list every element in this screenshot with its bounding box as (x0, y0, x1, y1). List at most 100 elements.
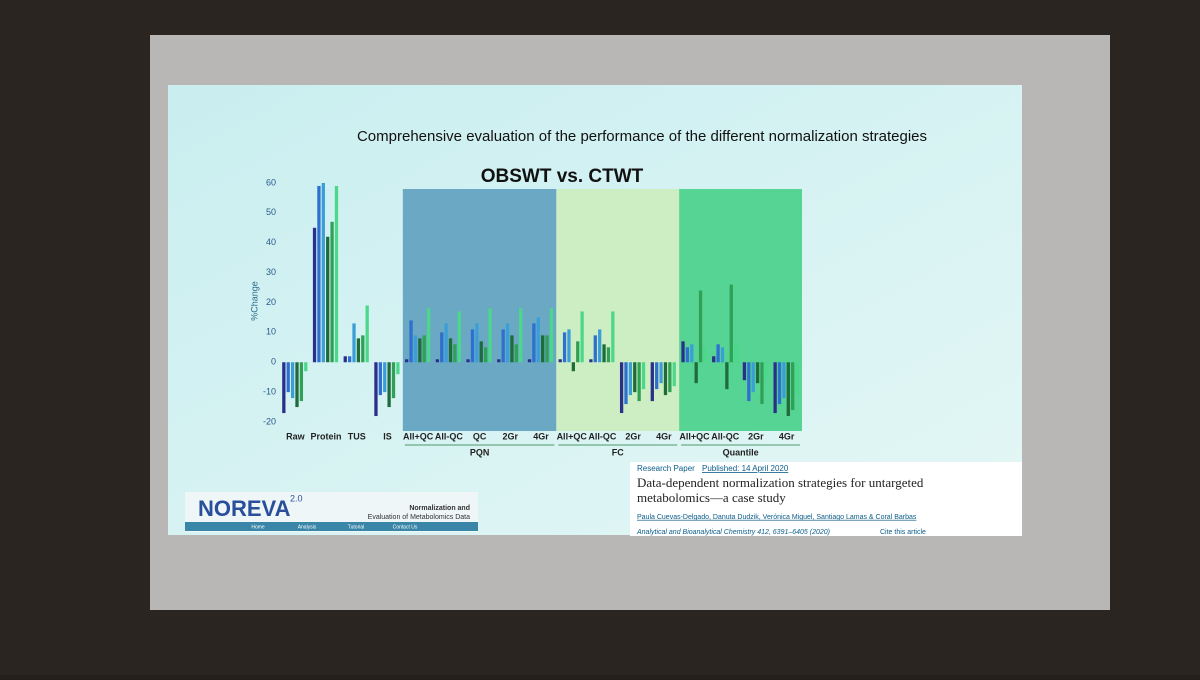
paper-card: Research Paper Published: 14 April 2020 … (630, 462, 1022, 536)
bar (734, 344, 738, 363)
bar (795, 362, 799, 396)
slide-title: Comprehensive evaluation of the performa… (357, 128, 927, 145)
bar (466, 359, 470, 363)
group-panel (556, 189, 680, 431)
bar (330, 221, 334, 363)
group-label: Quantile (723, 447, 759, 457)
bar (641, 362, 646, 390)
bar (782, 362, 786, 399)
x-tick-label: Protein (311, 431, 342, 441)
x-tick-label: TUS (348, 431, 366, 441)
bar (326, 236, 330, 363)
bar (716, 344, 720, 363)
bar (633, 362, 637, 393)
bar (786, 362, 790, 417)
x-tick-label: QC (473, 431, 487, 441)
bar (589, 359, 593, 363)
bar (440, 332, 444, 363)
y-tick-label: -10 (263, 387, 276, 397)
bar (650, 362, 654, 402)
y-tick-label: 10 (266, 327, 276, 337)
bar (488, 308, 492, 363)
bar (334, 185, 339, 363)
logo-name: NOREVA (198, 496, 291, 521)
bar (312, 227, 317, 363)
bar (383, 362, 387, 393)
bar (777, 362, 782, 405)
bar (562, 332, 567, 363)
bar (760, 362, 764, 405)
bar (387, 362, 391, 408)
nav-item: Analysis (298, 524, 317, 530)
bar (611, 311, 615, 363)
bar (598, 329, 602, 363)
bar (619, 362, 624, 414)
bar (681, 341, 685, 363)
bar (321, 182, 325, 363)
bar (576, 341, 580, 363)
group-label: PQN (470, 447, 490, 457)
logo-line1: Normalization and (409, 505, 470, 512)
bar (418, 338, 422, 363)
bar (295, 362, 299, 408)
bar (668, 362, 672, 393)
y-axis-label: %Change (249, 281, 259, 321)
paper-date: Published: 14 April 2020 (702, 464, 789, 473)
bar (519, 308, 523, 363)
bar (352, 323, 356, 363)
y-tick-label: -20 (263, 416, 276, 426)
group-panel (402, 189, 557, 431)
bar (444, 323, 448, 363)
y-tick-label: 60 (266, 177, 276, 187)
bar (751, 362, 755, 393)
bar (514, 344, 518, 363)
bar (475, 323, 479, 363)
bar (479, 341, 483, 363)
bar (405, 359, 409, 363)
y-tick-label: 20 (266, 297, 276, 307)
x-tick-label: IS (383, 431, 392, 441)
bar (391, 362, 396, 399)
nav-item: Tutorial (348, 524, 365, 530)
y-tick-label: 50 (266, 207, 276, 217)
paper-kind: Research Paper (637, 464, 695, 473)
bar (536, 317, 540, 363)
bar (571, 362, 575, 372)
bar (378, 362, 382, 396)
bar (374, 362, 378, 417)
x-tick-label: 2Gr (503, 431, 519, 441)
bar (742, 362, 747, 381)
bar (457, 311, 461, 363)
bar (343, 356, 347, 363)
bar (791, 362, 795, 411)
x-tick-label: All+QC (557, 431, 588, 441)
bar (356, 338, 361, 363)
bar (545, 335, 549, 363)
bar (527, 359, 532, 363)
logo: NOREVA 2.0 Normalization and Evaluation … (185, 492, 478, 532)
bar (453, 344, 457, 363)
paper-cite: Cite this article (880, 529, 926, 536)
bar (483, 347, 488, 363)
bar (365, 305, 369, 363)
bar (501, 329, 505, 363)
bar (659, 362, 663, 384)
paper-bg (630, 462, 1022, 536)
bar (712, 356, 716, 363)
bar (567, 329, 571, 363)
bar (435, 359, 440, 363)
bar (624, 362, 628, 405)
bar (426, 308, 431, 363)
bar (593, 335, 597, 363)
chart-title: OBSWT vs. CTWT (481, 166, 644, 187)
paper-authors: Paula Cuevas-Delgado, Danuta Dudzik, Ver… (637, 514, 917, 521)
bar (773, 362, 777, 414)
nav-item: Home (251, 524, 265, 530)
bar (764, 362, 769, 378)
bar (286, 362, 290, 393)
bar (685, 347, 690, 363)
bar (448, 338, 453, 363)
bar (672, 362, 676, 387)
bar (602, 344, 606, 363)
